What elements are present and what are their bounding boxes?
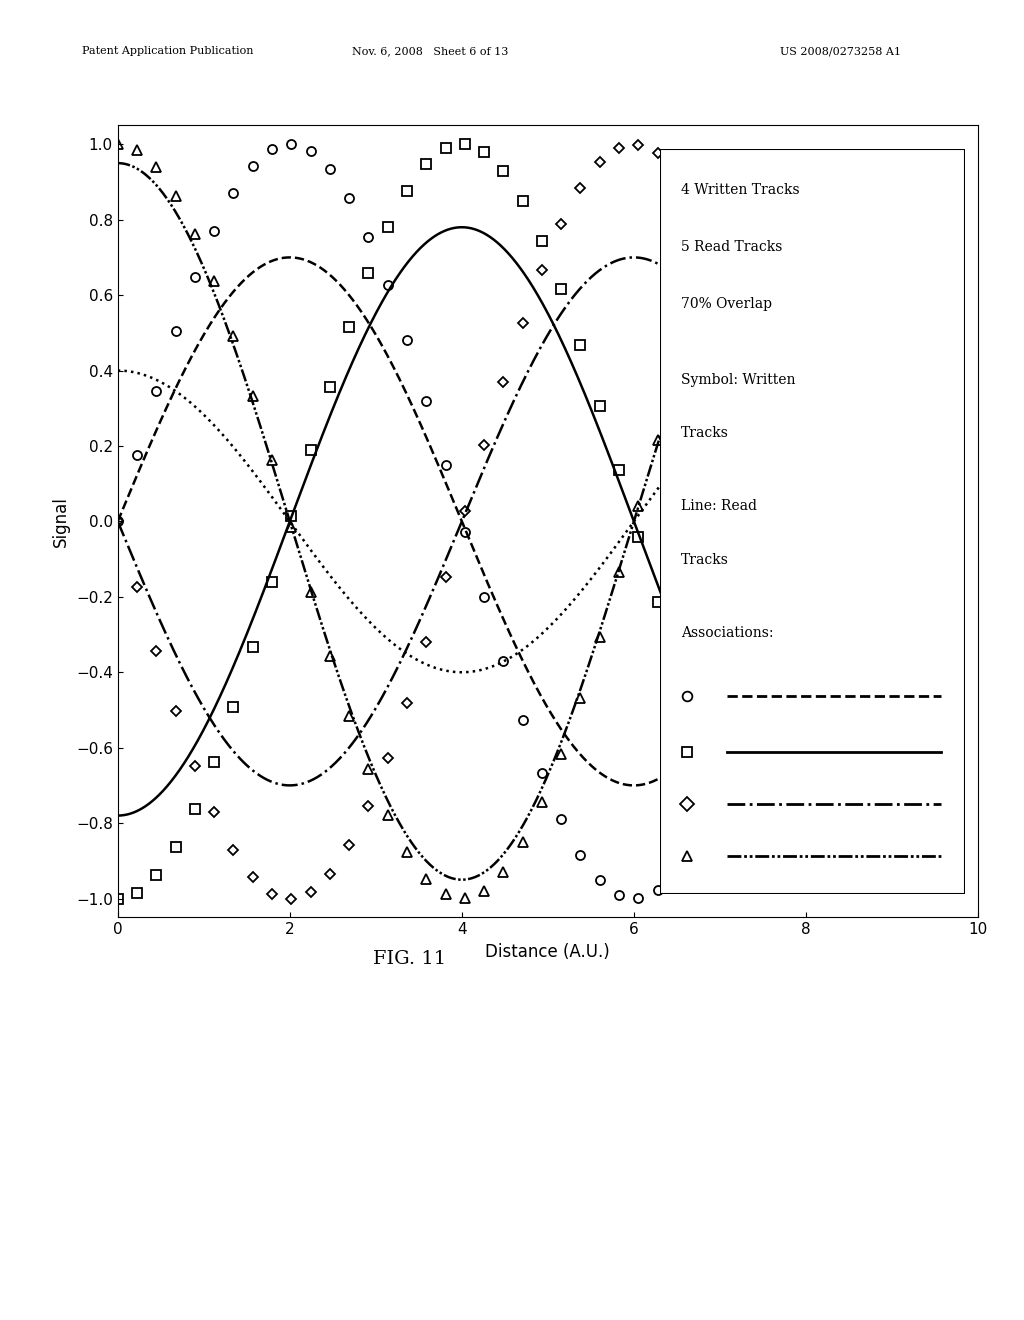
Text: 4 Written Tracks: 4 Written Tracks [681,182,800,197]
X-axis label: Distance (A.U.): Distance (A.U.) [485,942,610,961]
Y-axis label: Signal: Signal [52,496,71,546]
Text: 70% Overlap: 70% Overlap [681,297,772,312]
Text: Tracks: Tracks [681,426,729,440]
Text: Nov. 6, 2008   Sheet 6 of 13: Nov. 6, 2008 Sheet 6 of 13 [352,46,508,57]
Text: FIG. 11: FIG. 11 [373,950,446,969]
Text: Associations:: Associations: [681,626,773,640]
Text: 5 Read Tracks: 5 Read Tracks [681,240,782,253]
Text: US 2008/0273258 A1: US 2008/0273258 A1 [780,46,901,57]
Text: Patent Application Publication: Patent Application Publication [82,46,253,57]
Text: Tracks: Tracks [681,553,729,566]
Text: Line: Read: Line: Read [681,499,757,513]
Text: Symbol: Written: Symbol: Written [681,372,796,387]
